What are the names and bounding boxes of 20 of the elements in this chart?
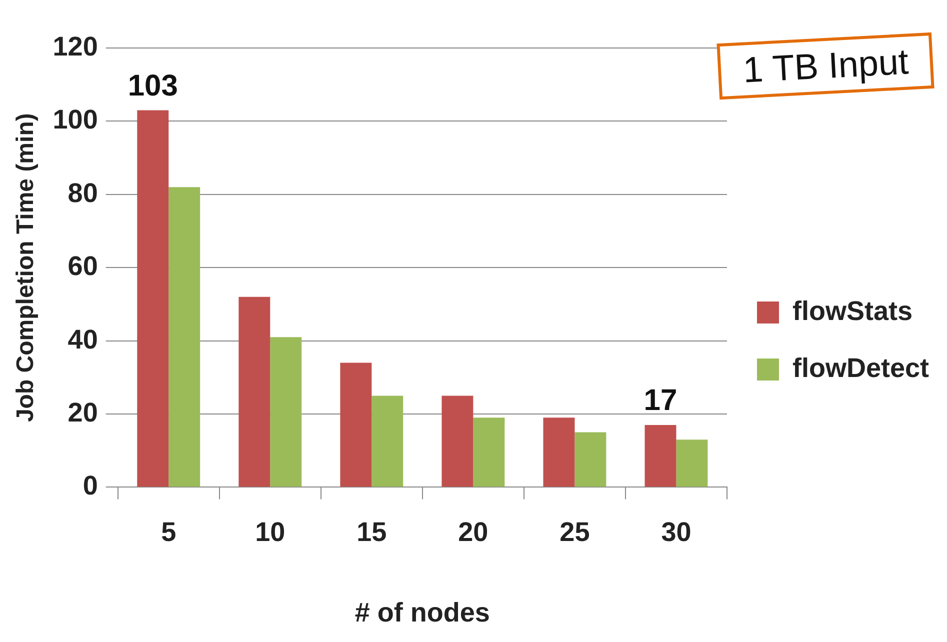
x-tick-label: 30	[661, 516, 692, 547]
legend-label: flowStats	[792, 296, 912, 326]
data-label: 17	[644, 384, 678, 418]
data-label: 103	[128, 69, 178, 102]
y-tick-label: 60	[68, 251, 98, 282]
y-tick-label: 0	[82, 470, 98, 501]
y-tick-label: 100	[52, 104, 98, 135]
x-tick-label: 5	[161, 516, 176, 547]
y-tick-label: 120	[52, 31, 98, 62]
x-tick-label: 15	[356, 516, 387, 547]
y-tick-label: 20	[68, 397, 98, 428]
y-tick-label: 40	[68, 324, 98, 354]
x-tick-label: 25	[560, 516, 590, 547]
x-axis-title: # of nodes	[354, 597, 490, 628]
x-tick-label: 20	[458, 516, 488, 547]
text: 1 TB Input	[716, 32, 934, 100]
y-tick-label: 80	[68, 178, 98, 208]
y-axis-title: Job Completion Time (min)	[12, 113, 40, 422]
legend-label: flowDetect	[792, 352, 930, 383]
x-tick-label: 10	[255, 516, 286, 547]
